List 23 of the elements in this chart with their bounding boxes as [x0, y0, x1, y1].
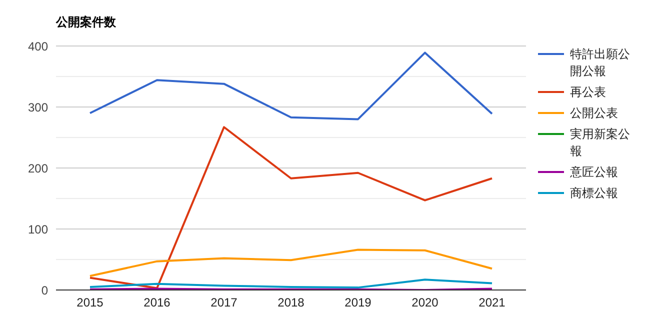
legend-label: 意匠公報	[570, 164, 619, 181]
line-series	[89, 278, 493, 289]
x-tick-label: 2016	[144, 296, 171, 310]
legend-label: 公開公表	[570, 105, 619, 122]
legend-label: 再公表	[570, 84, 607, 101]
legend-label: 実用新案公報	[570, 126, 631, 160]
x-tick-label: 2021	[478, 296, 506, 310]
legend-label: 特許出願公開公報	[570, 46, 631, 80]
y-tick-label: 100	[28, 222, 48, 236]
x-tick-label: 2019	[344, 296, 372, 310]
line-series	[89, 126, 493, 290]
line-series	[89, 52, 493, 120]
y-tick-label: 200	[28, 161, 48, 176]
x-tick-label: 2020	[412, 296, 439, 310]
y-tick-label: 0	[41, 283, 48, 298]
line-series	[89, 248, 493, 277]
y-tick-label: 300	[28, 100, 48, 114]
x-tick-label: 2018	[278, 296, 305, 310]
x-tick-label: 2017	[210, 296, 238, 310]
x-tick-label: 2015	[76, 296, 104, 310]
chart-title: 公開案件数	[56, 14, 116, 31]
y-tick-label: 400	[28, 39, 48, 54]
legend-label: 商標公報	[570, 185, 619, 202]
